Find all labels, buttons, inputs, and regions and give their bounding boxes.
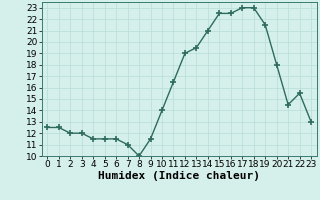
X-axis label: Humidex (Indice chaleur): Humidex (Indice chaleur) bbox=[98, 171, 260, 181]
